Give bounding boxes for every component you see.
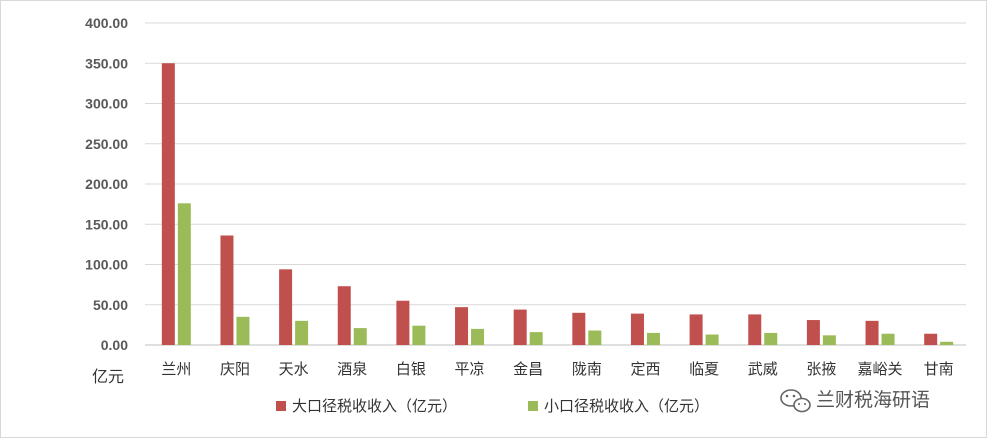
- bar-large-临夏: [689, 314, 703, 345]
- watermark-text: 兰财税海研语: [816, 389, 930, 411]
- bar-small-甘南: [940, 341, 954, 345]
- legend-swatch: [528, 401, 538, 411]
- x-tick-label: 酒泉: [337, 360, 367, 378]
- y-tick-label: 50.00: [93, 297, 128, 313]
- x-tick-label: 临夏: [689, 360, 719, 378]
- y-tick-label: 300.00: [85, 96, 128, 112]
- x-tick-label: 定西: [630, 360, 660, 378]
- x-tick-label: 兰州: [161, 360, 191, 378]
- bar-small-天水: [295, 320, 309, 345]
- x-tick-label: 嘉峪关: [858, 360, 903, 378]
- bar-small-陇南: [588, 330, 602, 345]
- bar-small-金昌: [529, 332, 543, 345]
- y-unit-label: 亿元: [92, 367, 124, 386]
- bar-small-白银: [412, 325, 426, 345]
- y-tick-label: 400.00: [85, 15, 128, 31]
- y-tick-label: 0.00: [101, 337, 128, 353]
- bar-large-酒泉: [337, 286, 351, 345]
- bar-small-定西: [646, 332, 660, 345]
- y-tick-label: 250.00: [85, 136, 128, 152]
- bar-large-庆阳: [220, 235, 234, 345]
- bar-large-兰州: [161, 63, 175, 345]
- x-tick-label: 张掖: [806, 360, 836, 378]
- x-tick-label: 白银: [396, 360, 426, 378]
- bar-small-武威: [764, 332, 778, 345]
- bar-small-临夏: [705, 334, 719, 345]
- y-tick-label: 350.00: [85, 55, 128, 71]
- x-tick-label: 甘南: [924, 360, 954, 378]
- bar-small-庆阳: [236, 316, 250, 345]
- bar-large-平凉: [455, 307, 469, 345]
- bar-small-平凉: [471, 328, 485, 345]
- bar-large-张掖: [806, 320, 820, 345]
- bar-small-酒泉: [353, 328, 367, 345]
- x-tick-label: 天水: [279, 360, 309, 378]
- bar-large-武威: [748, 314, 762, 345]
- grid-lines: [145, 22, 966, 346]
- legend: 大口径税收收入（亿元） 小口径税收收入（亿元）: [276, 397, 709, 415]
- legend-label: 小口径税收收入（亿元）: [544, 397, 709, 415]
- bar-large-甘南: [924, 333, 938, 345]
- bar-large-白银: [396, 300, 410, 345]
- watermark: 兰财税海研语: [780, 389, 930, 413]
- x-tick-label: 金昌: [513, 360, 543, 378]
- bar-large-定西: [630, 313, 644, 345]
- y-tick-label: 150.00: [85, 216, 128, 232]
- x-tick-labels: 兰州 庆阳 天水 酒泉 白银 平凉 金昌 陇南 定西 临夏 武威 张掖 嘉峪关 甘南: [161, 360, 953, 378]
- x-tick-label: 平凉: [455, 360, 485, 378]
- legend-label: 大口径税收收入（亿元）: [292, 397, 457, 415]
- bar-large-金昌: [513, 309, 527, 345]
- x-tick-label: 陇南: [572, 360, 602, 378]
- bar-small-嘉峪关: [881, 333, 895, 345]
- y-tick-label: 100.00: [85, 257, 128, 273]
- y-tick-labels: 0.00 50.00 100.00 150.00 200.00 250.00 300.00 3…: [85, 15, 128, 353]
- x-tick-label: 庆阳: [220, 360, 250, 378]
- legend-swatch: [276, 401, 286, 411]
- bars: [161, 63, 954, 345]
- bar-small-兰州: [177, 203, 191, 345]
- bar-large-嘉峪关: [865, 320, 879, 345]
- wechat-icon: [780, 389, 811, 413]
- y-tick-label: 200.00: [85, 176, 128, 192]
- bar-small-张掖: [822, 335, 836, 345]
- bar-large-陇南: [572, 312, 586, 345]
- bar-large-天水: [279, 269, 293, 345]
- x-tick-label: 武威: [748, 360, 778, 378]
